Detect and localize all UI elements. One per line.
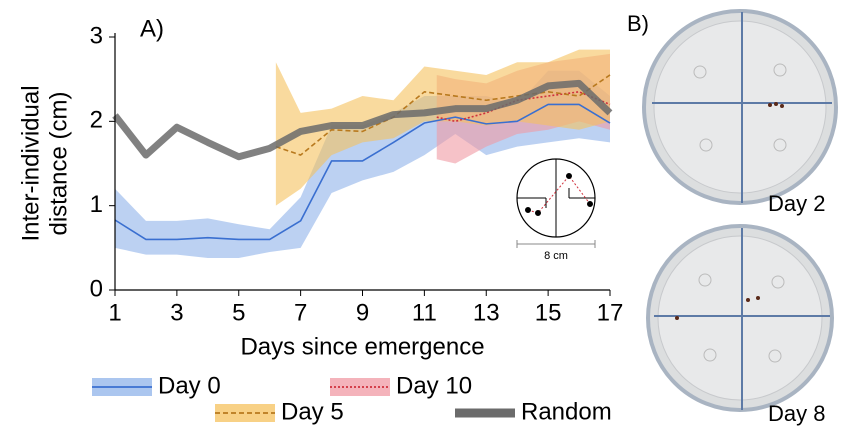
legend-swatch <box>215 404 275 422</box>
x-tick-label: 9 <box>356 299 369 326</box>
panel-label: B) <box>627 11 649 36</box>
x-tick-label: 5 <box>232 299 245 326</box>
photo <box>642 9 838 205</box>
x-tick-label: 11 <box>412 299 437 326</box>
legend-label: Day 5 <box>281 398 344 425</box>
series-line <box>114 103 611 241</box>
panel-label: A) <box>140 15 164 42</box>
photo-label: Day 8 <box>768 401 825 426</box>
legend-label: Random <box>521 398 612 425</box>
x-tick-label: 3 <box>170 299 183 326</box>
inset-diagram <box>516 158 596 248</box>
y-tick-label: 2 <box>90 107 103 134</box>
y-tick-label: 1 <box>90 191 103 218</box>
confidence-band <box>275 49 610 206</box>
x-tick-label: 17 <box>597 299 624 326</box>
plot-area <box>112 49 613 258</box>
x-axis-title: Days since emergence <box>240 333 484 360</box>
y-axis-title: Inter-individual <box>17 85 44 241</box>
x-tick-label: 13 <box>473 299 500 326</box>
x-tick-label: 15 <box>535 299 562 326</box>
y-axis-title: distance (cm) <box>45 91 72 235</box>
photo <box>646 224 834 412</box>
inset-label: 8 cm <box>544 250 568 262</box>
y-tick-label: 3 <box>90 22 103 49</box>
x-tick-label: 1 <box>108 299 121 326</box>
series-line <box>275 74 611 156</box>
legend-label: Day 0 <box>158 372 221 399</box>
legend-label: Day 10 <box>396 372 472 399</box>
y-tick-label: 0 <box>90 275 103 302</box>
photo-label: Day 2 <box>768 191 825 216</box>
series-line <box>112 79 613 161</box>
x-tick-label: 7 <box>294 299 307 326</box>
